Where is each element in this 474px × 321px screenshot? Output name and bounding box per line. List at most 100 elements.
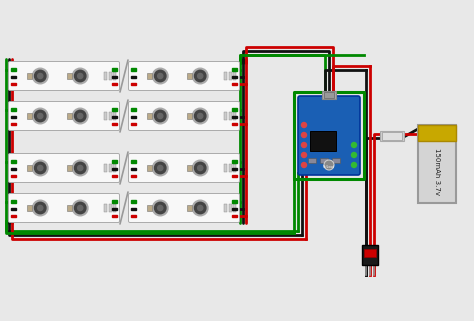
Bar — [233, 72, 236, 80]
Text: Re/Load: Re/Load — [323, 165, 335, 169]
Bar — [131, 168, 136, 170]
Circle shape — [198, 113, 203, 118]
Circle shape — [352, 143, 356, 148]
Circle shape — [74, 202, 86, 214]
Bar — [112, 175, 117, 177]
Bar — [232, 68, 237, 71]
Bar — [109, 164, 112, 172]
Bar — [308, 158, 316, 163]
FancyBboxPatch shape — [128, 62, 239, 91]
Circle shape — [37, 113, 43, 118]
Bar — [229, 164, 232, 172]
Bar — [233, 204, 236, 212]
Circle shape — [158, 74, 163, 79]
Bar — [109, 204, 112, 212]
Bar — [320, 158, 328, 163]
Circle shape — [37, 205, 43, 211]
Bar — [103, 204, 107, 212]
Circle shape — [32, 68, 48, 84]
Bar — [187, 204, 192, 212]
Bar — [232, 83, 237, 85]
FancyBboxPatch shape — [128, 194, 239, 222]
Circle shape — [301, 123, 307, 127]
Bar — [418, 125, 456, 141]
Circle shape — [73, 68, 88, 84]
Circle shape — [74, 70, 86, 82]
Circle shape — [158, 205, 163, 211]
Bar — [103, 164, 107, 172]
Circle shape — [155, 202, 166, 214]
Bar — [232, 200, 237, 203]
Bar — [131, 200, 136, 203]
Circle shape — [78, 165, 83, 170]
Bar — [229, 112, 232, 120]
Bar — [418, 125, 456, 203]
Circle shape — [194, 70, 206, 82]
Circle shape — [301, 133, 307, 137]
Bar — [131, 83, 136, 85]
Circle shape — [324, 160, 334, 170]
Bar — [147, 73, 153, 79]
Circle shape — [153, 108, 168, 124]
Bar — [113, 164, 116, 172]
Bar — [11, 160, 16, 163]
Bar — [224, 164, 227, 172]
Circle shape — [194, 162, 206, 174]
Circle shape — [32, 200, 48, 216]
Circle shape — [158, 113, 163, 118]
Bar — [11, 108, 16, 111]
Bar — [232, 160, 237, 163]
Bar — [109, 112, 112, 120]
Bar — [382, 132, 402, 140]
FancyBboxPatch shape — [9, 101, 119, 131]
FancyBboxPatch shape — [128, 153, 239, 183]
Bar — [187, 113, 192, 119]
Circle shape — [192, 160, 208, 176]
Bar — [27, 113, 32, 119]
Circle shape — [32, 160, 48, 176]
Circle shape — [192, 200, 208, 216]
Bar — [11, 68, 16, 71]
Bar — [112, 83, 117, 85]
Bar — [131, 175, 136, 177]
Bar — [224, 72, 227, 80]
Circle shape — [301, 152, 307, 158]
Bar — [112, 160, 117, 163]
Bar — [224, 112, 227, 120]
Bar — [113, 72, 116, 80]
FancyBboxPatch shape — [9, 194, 119, 222]
Bar — [322, 91, 336, 99]
Bar — [103, 112, 107, 120]
Bar — [332, 158, 340, 163]
Circle shape — [192, 68, 208, 84]
Bar — [131, 123, 136, 125]
Bar — [11, 200, 16, 203]
Bar — [187, 165, 192, 171]
Bar — [232, 215, 237, 217]
Circle shape — [35, 70, 46, 82]
Bar — [27, 73, 32, 79]
Circle shape — [32, 108, 48, 124]
Text: 150mAh 3.7v: 150mAh 3.7v — [434, 149, 440, 195]
Bar — [232, 123, 237, 125]
Bar — [232, 116, 237, 118]
Circle shape — [153, 200, 168, 216]
Circle shape — [155, 162, 166, 174]
Circle shape — [37, 74, 43, 79]
Circle shape — [35, 110, 46, 122]
Bar — [112, 168, 117, 170]
Bar — [131, 215, 136, 217]
FancyBboxPatch shape — [9, 62, 119, 91]
Bar — [364, 249, 376, 257]
Bar — [103, 72, 107, 80]
Bar — [232, 75, 237, 78]
Bar — [113, 204, 116, 212]
Bar — [131, 68, 136, 71]
Bar — [112, 208, 117, 210]
Circle shape — [192, 108, 208, 124]
Bar — [380, 131, 404, 141]
Bar — [229, 204, 232, 212]
Circle shape — [35, 162, 46, 174]
Bar — [27, 165, 32, 171]
Circle shape — [352, 152, 356, 158]
